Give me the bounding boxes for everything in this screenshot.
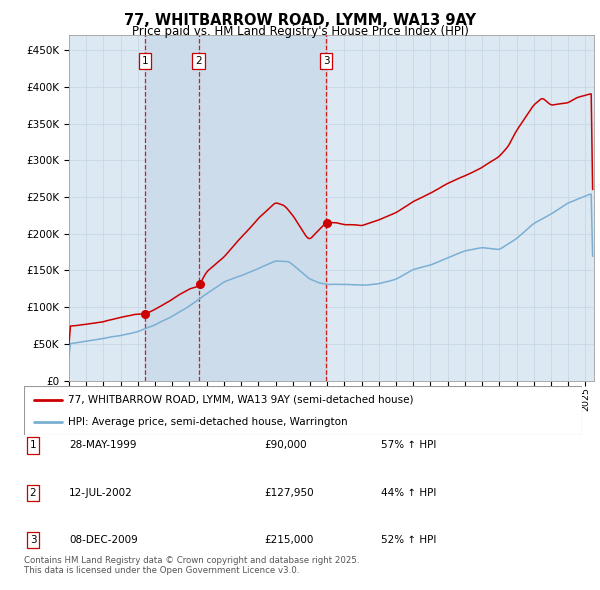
Text: 12-JUL-2002: 12-JUL-2002 (69, 488, 133, 497)
Bar (145, 35, 199, 381)
Text: 44% ↑ HPI: 44% ↑ HPI (381, 488, 436, 497)
Text: 3: 3 (323, 56, 329, 66)
Text: 57% ↑ HPI: 57% ↑ HPI (381, 441, 436, 450)
Text: 1: 1 (29, 441, 37, 450)
Text: 52% ↑ HPI: 52% ↑ HPI (381, 535, 436, 545)
FancyBboxPatch shape (24, 386, 582, 435)
Text: Price paid vs. HM Land Registry's House Price Index (HPI): Price paid vs. HM Land Registry's House … (131, 25, 469, 38)
Bar (199, 35, 326, 381)
Text: £215,000: £215,000 (264, 535, 313, 545)
Text: £90,000: £90,000 (264, 441, 307, 450)
Text: Contains HM Land Registry data © Crown copyright and database right 2025.
This d: Contains HM Land Registry data © Crown c… (24, 556, 359, 575)
Text: 77, WHITBARROW ROAD, LYMM, WA13 9AY (semi-detached house): 77, WHITBARROW ROAD, LYMM, WA13 9AY (sem… (68, 395, 413, 405)
Text: 28-MAY-1999: 28-MAY-1999 (69, 441, 137, 450)
Text: 77, WHITBARROW ROAD, LYMM, WA13 9AY: 77, WHITBARROW ROAD, LYMM, WA13 9AY (124, 13, 476, 28)
Text: 3: 3 (29, 535, 37, 545)
Text: 2: 2 (29, 488, 37, 497)
Text: £127,950: £127,950 (264, 488, 314, 497)
Text: 2: 2 (196, 56, 202, 66)
Text: 08-DEC-2009: 08-DEC-2009 (69, 535, 138, 545)
Text: HPI: Average price, semi-detached house, Warrington: HPI: Average price, semi-detached house,… (68, 417, 347, 427)
Text: 1: 1 (142, 56, 148, 66)
